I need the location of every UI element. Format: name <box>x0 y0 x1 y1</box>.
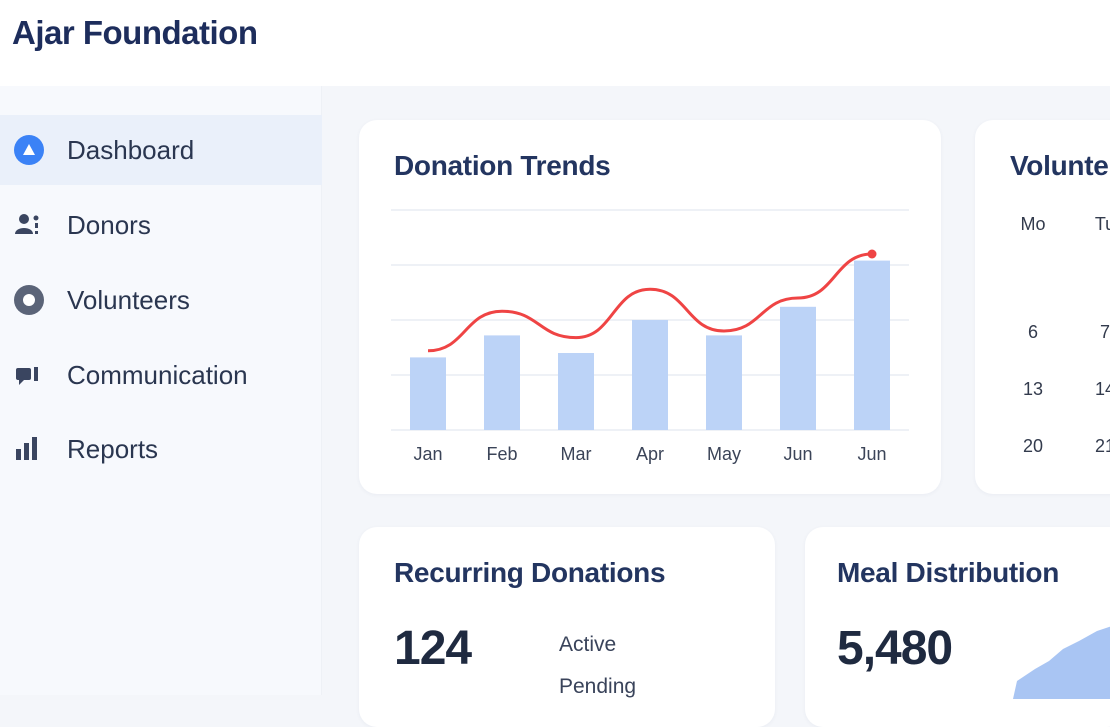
donors-icon <box>12 208 46 242</box>
meal-distribution-title: Meal Distribution <box>837 557 1060 588</box>
sidebar-item-label: Communication <box>67 359 248 390</box>
x-tick-label: Mar <box>561 444 592 464</box>
x-tick-label: Feb <box>486 444 517 464</box>
weekday-label: Mo <box>1020 214 1046 234</box>
meal-distribution-card: Meal Distribution 5,480 <box>805 527 1110 727</box>
sidebar-item-communication[interactable]: Communication <box>0 340 322 410</box>
donation-trends-card: Donation Trends Jan Feb Mar Apr May Jun Jun <box>359 120 941 494</box>
distribution-map-icon <box>1013 626 1110 699</box>
x-tick-label: Jan <box>413 444 442 464</box>
weekday-label: Tu <box>1094 214 1110 234</box>
sidebar-item-label: Volunteers <box>67 284 190 315</box>
sidebar-item-volunteers[interactable]: Volunteers <box>0 265 322 335</box>
communication-icon <box>12 358 46 392</box>
recurring-donations-count: 124 <box>394 622 472 675</box>
volunteer-calendar-title: Volunte <box>1010 150 1109 181</box>
donation-trends-chart: Jan Feb Mar Apr May Jun Jun <box>391 209 909 464</box>
status-label-active: Active <box>559 633 617 656</box>
chart-bar[interactable] <box>706 335 742 430</box>
trend-line-endpoint[interactable] <box>867 249 877 259</box>
volunteers-icon <box>12 283 46 317</box>
x-tick-label: May <box>707 444 741 464</box>
chart-bar[interactable] <box>854 260 890 430</box>
reports-icon <box>12 432 46 466</box>
x-tick-label: Jun <box>857 444 886 464</box>
sidebar-item-donors[interactable]: Donors <box>0 190 322 260</box>
chart-bar[interactable] <box>410 357 446 430</box>
chart-bar[interactable] <box>558 353 594 430</box>
calendar-day[interactable]: 20 <box>1022 436 1044 456</box>
app-title: Ajar Foundation <box>12 14 258 51</box>
volunteer-calendar-card: Volunte Mo Tu 6 7 13 14 20 21 <box>975 120 1110 494</box>
sidebar-item-reports[interactable]: Reports <box>0 414 322 484</box>
sidebar-item-label: Reports <box>67 433 159 464</box>
chart-bar[interactable] <box>484 335 520 430</box>
meal-distribution-count: 5,480 <box>837 622 953 675</box>
sidebar-item-label: Dashboard <box>67 134 195 165</box>
sidebar-item-dashboard[interactable]: Dashboard <box>0 115 322 185</box>
chart-bar[interactable] <box>632 320 668 430</box>
chart-bar[interactable] <box>780 306 816 430</box>
calendar-day[interactable]: 7 <box>1099 322 1110 342</box>
sidebar-item-label: Donors <box>67 209 151 240</box>
x-tick-label: Apr <box>636 444 664 464</box>
dashboard-icon <box>12 133 46 167</box>
status-label-pending: Pending <box>559 675 637 698</box>
sidebar: Dashboard Donors Volunteers <box>0 86 322 695</box>
trend-line <box>427 252 873 353</box>
top-bar: Ajar Foundation <box>0 0 1110 86</box>
calendar-day[interactable]: 14 <box>1094 379 1110 399</box>
calendar-day[interactable]: 21 <box>1094 436 1110 456</box>
recurring-donations-title: Recurring Donations <box>394 557 666 588</box>
donation-trends-title: Donation Trends <box>394 150 611 181</box>
calendar-day[interactable]: 13 <box>1022 379 1044 399</box>
recurring-donations-card: Recurring Donations 124 Active Pending <box>359 527 775 727</box>
x-tick-label: Jun <box>783 444 812 464</box>
calendar-day[interactable]: 6 <box>1027 322 1038 342</box>
